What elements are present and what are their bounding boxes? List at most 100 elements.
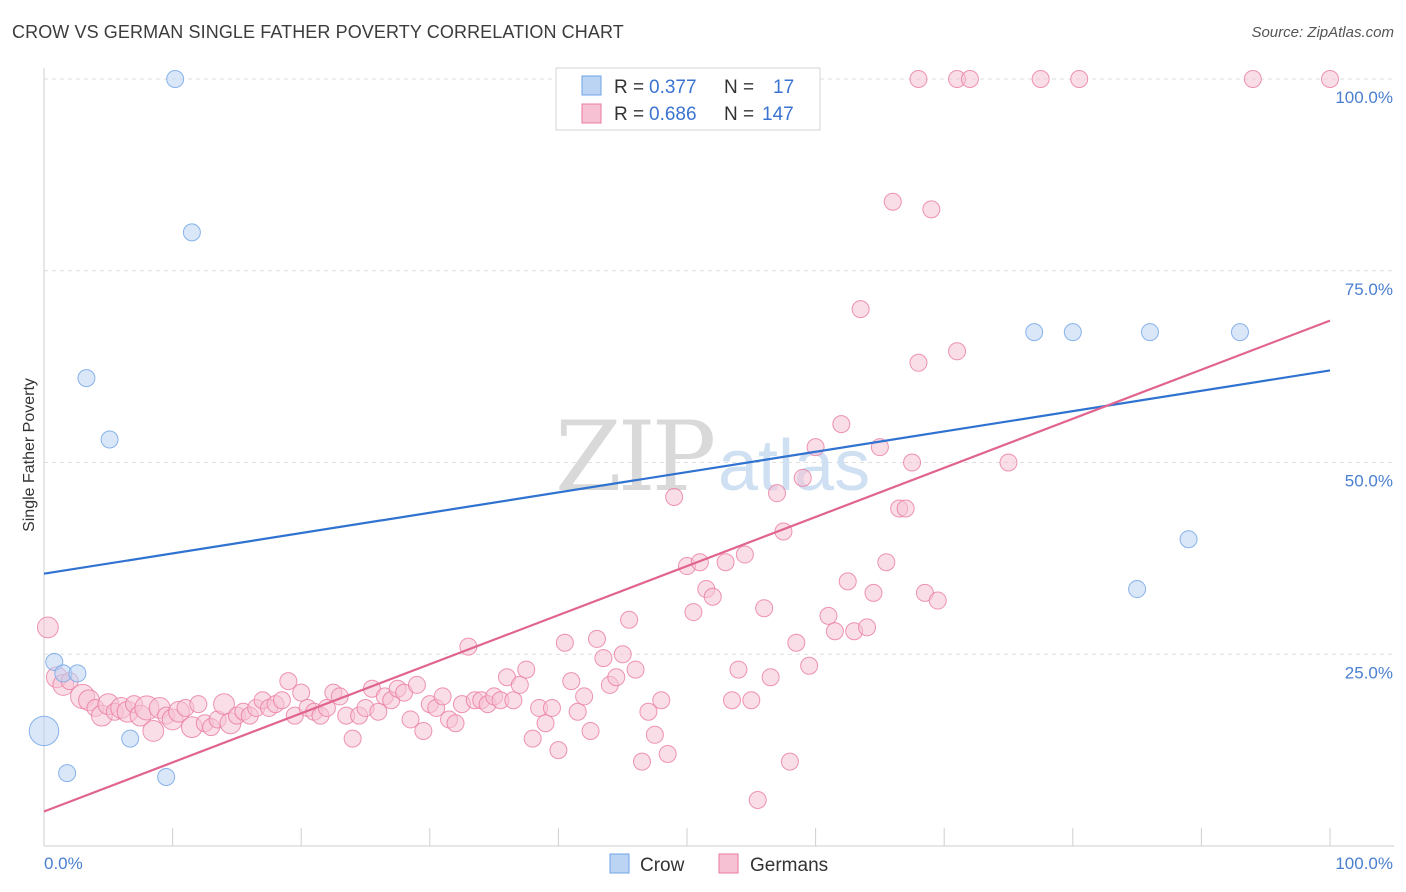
germans-point bbox=[787, 633, 806, 652]
crow-point bbox=[1063, 323, 1082, 342]
germans-point bbox=[851, 300, 870, 319]
germans-point bbox=[142, 720, 165, 742]
germans-point bbox=[761, 668, 780, 687]
y-tick-label: 75.0% bbox=[1345, 280, 1393, 299]
germans-point bbox=[1321, 70, 1339, 88]
y-tick-label: 50.0% bbox=[1345, 472, 1393, 491]
germans-point bbox=[517, 660, 536, 679]
germans-point bbox=[414, 721, 433, 740]
x-tick-label-min: 0.0% bbox=[44, 854, 83, 873]
germans-point bbox=[620, 610, 639, 629]
crow-point bbox=[1128, 580, 1147, 599]
crow-point bbox=[1025, 323, 1044, 342]
germans-point bbox=[433, 687, 452, 706]
germans-point bbox=[369, 702, 388, 721]
germans-point bbox=[343, 729, 362, 748]
bottom-swatch-germans bbox=[718, 853, 739, 874]
germans-point bbox=[317, 698, 336, 717]
germans-point bbox=[613, 645, 632, 664]
germans-point bbox=[858, 618, 877, 637]
watermark-atlas: atlas bbox=[718, 426, 870, 506]
germans-point bbox=[575, 687, 594, 706]
germans-point bbox=[838, 572, 857, 591]
germans-point bbox=[819, 606, 838, 625]
germans-point bbox=[922, 200, 941, 219]
germans-point bbox=[292, 683, 311, 702]
germans-point bbox=[999, 453, 1018, 472]
germans-point bbox=[189, 695, 208, 714]
legend-swatch-germans bbox=[581, 103, 602, 124]
germans-point bbox=[645, 725, 664, 744]
germans-point bbox=[536, 714, 555, 733]
germans-point bbox=[632, 752, 651, 771]
germans-point bbox=[587, 629, 606, 648]
germans-point bbox=[272, 691, 291, 710]
legend-swatch-crow bbox=[581, 75, 602, 96]
chart-title: CROW VS GERMAN SINGLE FATHER POVERTY COR… bbox=[12, 22, 624, 42]
germans-point bbox=[555, 633, 574, 652]
legend-n-label-germans: N = bbox=[724, 104, 754, 125]
legend-r-value-crow: 0.377 bbox=[649, 77, 697, 98]
bottom-legend-germans: Germans bbox=[750, 855, 828, 876]
germans-point bbox=[703, 587, 722, 606]
germans-point bbox=[542, 698, 561, 717]
germans-point bbox=[401, 710, 420, 729]
crow-trend-line bbox=[43, 369, 1331, 575]
legend-n-value-germans: 147 bbox=[762, 104, 794, 125]
watermark-zip: ZIP bbox=[555, 401, 714, 513]
germans-point bbox=[877, 553, 896, 572]
germans-point bbox=[716, 553, 735, 572]
crow-point bbox=[157, 767, 176, 786]
legend-r-label-germans: R = bbox=[614, 104, 644, 125]
germans-point bbox=[549, 741, 568, 760]
germans-point bbox=[446, 714, 465, 733]
crow-point bbox=[68, 664, 87, 683]
germans-point bbox=[684, 603, 703, 622]
germans-point bbox=[735, 545, 754, 564]
series-legend: Crow Germans bbox=[609, 853, 828, 876]
germans-point bbox=[1070, 70, 1089, 88]
germans-point bbox=[780, 752, 799, 771]
watermark: ZIP atlas bbox=[555, 401, 870, 513]
crow-points bbox=[28, 70, 1249, 786]
germans-point bbox=[800, 656, 819, 675]
legend-n-label-crow: N = bbox=[724, 77, 754, 98]
germans-point bbox=[903, 453, 922, 472]
trend-lines bbox=[43, 319, 1331, 813]
germans-point bbox=[36, 616, 59, 639]
germans-point bbox=[407, 675, 426, 694]
crow-point bbox=[58, 764, 77, 783]
germans-point bbox=[742, 691, 761, 710]
germans-point bbox=[729, 660, 748, 679]
germans-point bbox=[504, 691, 523, 710]
germans-point bbox=[665, 488, 684, 507]
y-tick-label: 25.0% bbox=[1345, 663, 1393, 682]
bottom-swatch-crow bbox=[609, 853, 630, 874]
germans-point bbox=[755, 599, 774, 618]
germans-point bbox=[594, 649, 613, 668]
germans-point bbox=[639, 702, 658, 721]
germans-point bbox=[510, 675, 529, 694]
germans-point bbox=[723, 691, 742, 710]
crow-point bbox=[121, 729, 140, 748]
germans-point bbox=[626, 660, 645, 679]
germans-point bbox=[658, 744, 677, 763]
germans-point bbox=[279, 672, 298, 691]
germans-point bbox=[896, 499, 915, 518]
germans-point bbox=[652, 691, 671, 710]
germans-point bbox=[909, 70, 928, 88]
crow-point bbox=[1140, 323, 1159, 342]
tick-labels: 25.0% 50.0% 75.0% 100.0% 0.0% 100.0% bbox=[44, 88, 1393, 873]
germans-point bbox=[909, 353, 928, 372]
germans-point bbox=[832, 415, 851, 434]
germans-point bbox=[607, 668, 626, 687]
germans-point bbox=[1243, 70, 1262, 88]
germans-point bbox=[883, 192, 902, 211]
germans-point bbox=[581, 721, 600, 740]
crow-point bbox=[1179, 530, 1198, 549]
germans-point bbox=[960, 70, 979, 88]
crow-point bbox=[166, 70, 185, 88]
germans-point bbox=[568, 702, 587, 721]
crow-point bbox=[77, 369, 96, 388]
